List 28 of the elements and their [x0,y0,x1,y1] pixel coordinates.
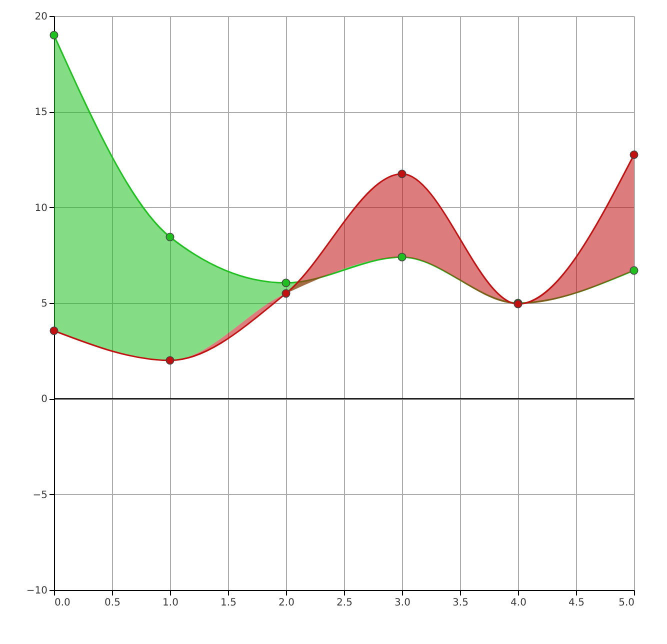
x-tick-label: 2.5 [336,598,352,608]
point [398,252,406,262]
point [630,150,638,159]
point [166,232,174,242]
x-tick-label: 4.5 [568,598,584,608]
point [282,278,290,288]
x-tick-label: 0.5 [104,598,120,608]
y-tick-label: −10 [26,586,48,596]
y-tick-label: 15 [34,107,48,118]
point [398,170,406,178]
x-tick-label: 3.0 [394,598,410,608]
y-tick-label: 0 [41,394,48,406]
x-tick-label: 1.5 [220,598,236,608]
y-tick-label: −5 [32,490,48,501]
x-tick-label: 0.0 [54,598,70,608]
y-tick-label: 20 [34,12,48,22]
x-tick-label: 5.0 [618,598,634,608]
x-tick-label: 1.0 [162,598,178,608]
point [282,289,290,298]
point [50,326,58,336]
x-tick-label: 3.5 [452,598,468,608]
x-tick-label: 2.0 [278,598,294,608]
y-tick-label: 10 [34,202,48,214]
y-tick-label: 5 [41,298,48,310]
point [630,266,638,275]
x-tick-label: 4.0 [510,598,526,608]
point [166,356,174,365]
point [50,30,58,40]
